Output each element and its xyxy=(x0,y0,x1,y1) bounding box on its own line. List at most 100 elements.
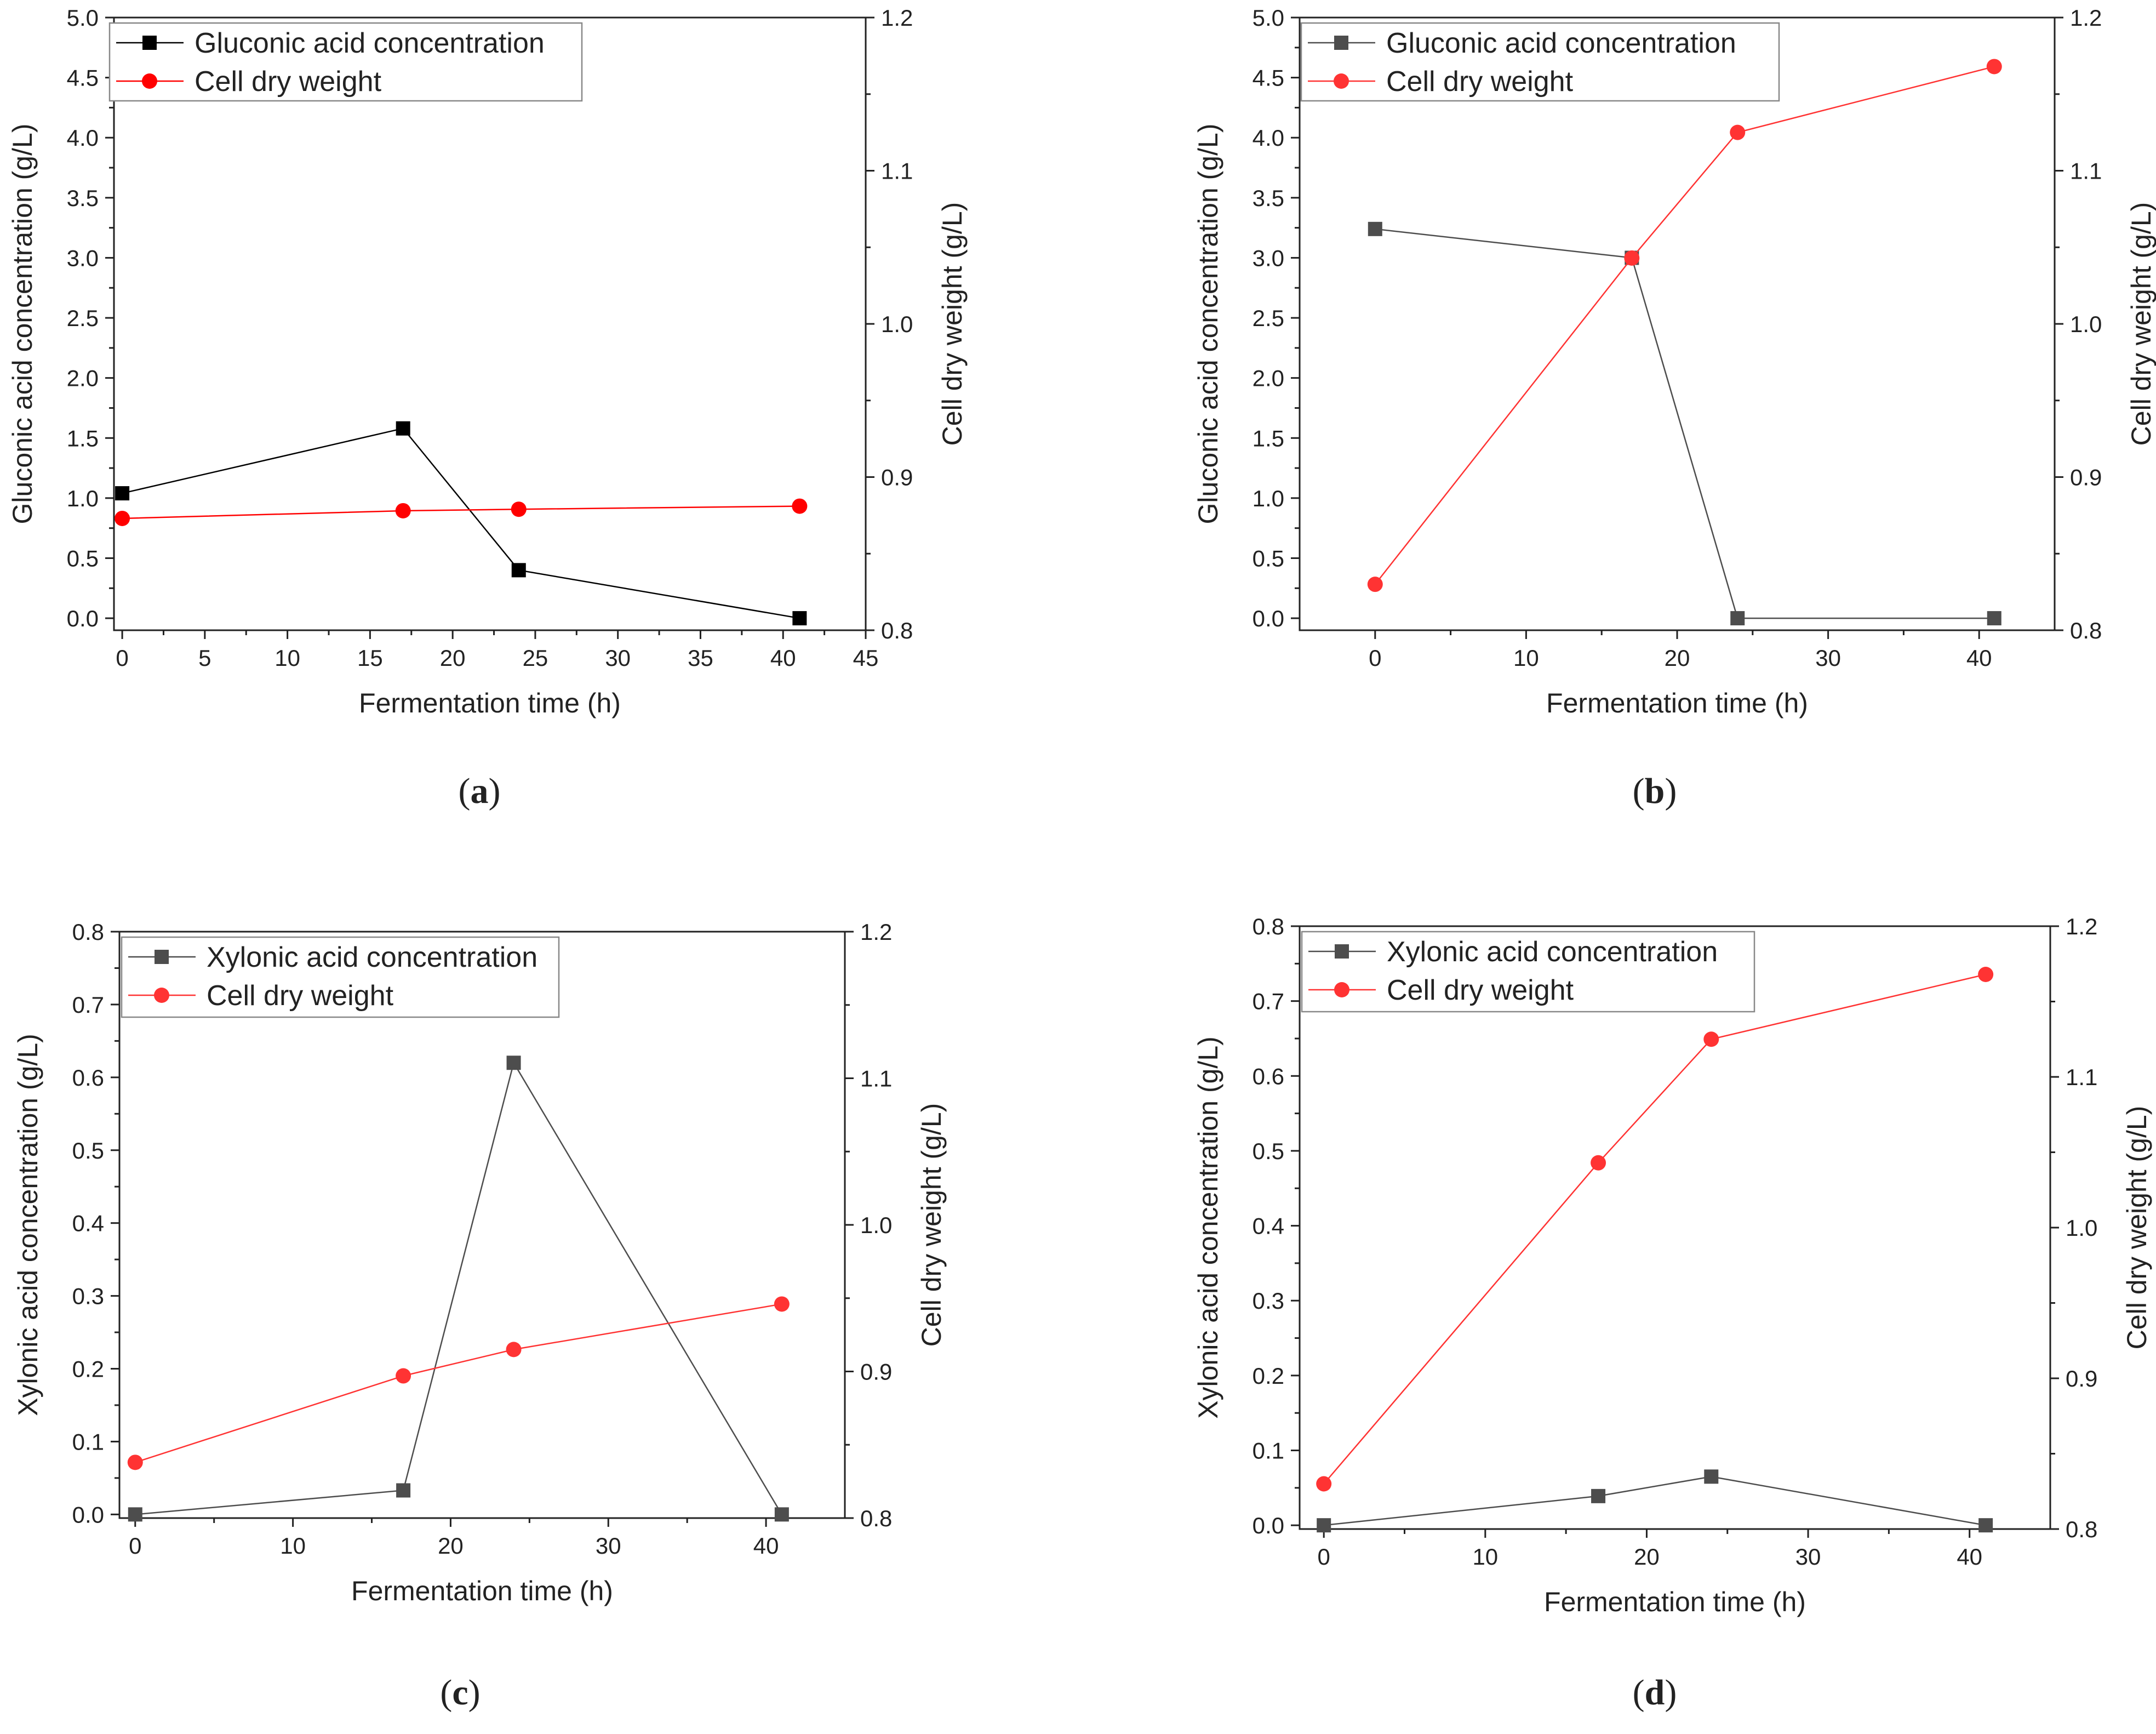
x-tick-label: 40 xyxy=(1957,1544,1982,1570)
y-left-tick-label: 0.6 xyxy=(72,1065,104,1091)
x-tick-label: 0 xyxy=(1369,645,1381,671)
y-left-tick-label: 0.0 xyxy=(67,606,99,631)
legend-box xyxy=(1301,931,1755,1013)
cell-dry-weight-series-point xyxy=(1591,1155,1606,1171)
y-left-tick-label: 0.3 xyxy=(72,1284,104,1309)
y-left-tick-label: 0.5 xyxy=(1253,545,1284,571)
legend-entry-label: Xylonic acid concentration xyxy=(1387,936,1718,968)
y-left-axis-title: Xylonic acid concentration (g/L) xyxy=(13,1034,43,1416)
cell-dry-weight-series-point xyxy=(395,503,411,518)
y-right-axis-title: Cell dry weight (g/L) xyxy=(2121,1106,2152,1350)
cell-dry-weight-series-point xyxy=(511,501,527,517)
legend-circle-marker xyxy=(1334,73,1349,89)
panel-label-d: (d) xyxy=(1633,1673,1677,1713)
legend-square-marker xyxy=(142,36,157,50)
y-left-tick-label: 4.0 xyxy=(1253,125,1284,151)
panel-label-a: (a) xyxy=(459,771,501,811)
y-left-tick-label: 1.5 xyxy=(67,425,99,451)
panel-c: 0 10 20 30 40 0.0 0.1 0.2 0.3 0.4 0.5 0.6 0.7 0.8 0.8 0… xyxy=(13,919,947,1606)
y-left-tick-label: 4.0 xyxy=(67,125,99,151)
x-tick-label: 40 xyxy=(770,645,796,671)
panel-label-close: ) xyxy=(1665,771,1677,811)
y-left-tick-label: 0.5 xyxy=(67,545,99,571)
y-left-tick-label: 3.5 xyxy=(67,185,99,211)
x-tick-label: 0 xyxy=(1318,1544,1330,1570)
y-left-axis-title: Gluconic acid concentration (g/L) xyxy=(1193,124,1223,524)
y-left-tick-label: 4.5 xyxy=(1253,65,1284,91)
cell-dry-weight-series-point xyxy=(1703,1031,1719,1047)
legend-entry-label: Cell dry weight xyxy=(207,980,394,1012)
y-left-tick-label: 0.6 xyxy=(1253,1063,1284,1089)
y-right-tick-label: 1.1 xyxy=(860,1066,892,1092)
cell-dry-weight-series-point xyxy=(1986,59,2002,75)
y-left-tick-label: 0.1 xyxy=(1253,1438,1284,1464)
y-right-tick-label: 1.0 xyxy=(860,1212,892,1238)
y-left-tick-label: 3.0 xyxy=(1253,245,1284,271)
cell-dry-weight-series-point xyxy=(1316,1476,1332,1492)
acid-series-line xyxy=(122,427,800,619)
y-right-tick-label: 0.8 xyxy=(2070,618,2102,643)
x-tick-label: 25 xyxy=(523,645,548,671)
panel-label-letter: d xyxy=(1645,1673,1665,1713)
x-tick-label: 10 xyxy=(274,645,300,671)
legend-circle-marker xyxy=(154,988,169,1003)
panel-label-open: ( xyxy=(1633,1673,1645,1713)
acid-series-point xyxy=(792,611,807,626)
cell-dry-weight-series-line xyxy=(1374,66,1995,585)
legend: Xylonic acid concentration Cell dry weigh… xyxy=(121,936,560,1018)
panel-d: 0 10 20 30 40 0.0 0.1 0.2 0.3 0.4 0.5 0.6 0.7 0.8 0.8 0… xyxy=(1193,914,2152,1617)
x-tick-label: 30 xyxy=(1815,645,1841,671)
y-right-tick-label: 0.9 xyxy=(2066,1366,2097,1391)
y-left-tick-label: 1.5 xyxy=(1253,425,1284,451)
acid-series-line xyxy=(1375,228,1994,619)
cell-dry-weight-series-point xyxy=(1624,250,1640,266)
x-tick-label: 35 xyxy=(688,645,713,671)
y-left-tick-label: 0.2 xyxy=(72,1356,104,1382)
x-tick-label: 15 xyxy=(357,645,383,671)
cell-dry-weight-series-point xyxy=(396,1368,411,1384)
x-tick-label: 20 xyxy=(1634,1544,1660,1570)
plot-frame xyxy=(1299,925,2051,1530)
cell-dry-weight-series-point xyxy=(115,510,130,526)
y-left-tick-label: 0.5 xyxy=(1253,1138,1284,1164)
x-tick-label: 30 xyxy=(596,1533,621,1559)
legend-circle-marker xyxy=(1334,982,1349,997)
y-right-tick-label: 0.8 xyxy=(860,1505,892,1531)
acid-series-point xyxy=(396,1483,411,1498)
legend-box xyxy=(121,936,560,1018)
y-right-tick-label: 0.8 xyxy=(2066,1516,2097,1542)
legend-box xyxy=(108,22,583,102)
y-left-axis-title: Xylonic acid concentration (g/L) xyxy=(1193,1036,1223,1419)
acid-series-point xyxy=(1368,221,1382,236)
y-right-tick-label: 0.9 xyxy=(2070,465,2102,490)
y-left-tick-label: 3.0 xyxy=(67,245,99,271)
x-tick-label: 30 xyxy=(1795,1544,1821,1570)
y-right-tick-label: 1.1 xyxy=(881,158,913,184)
y-right-tick-label: 1.0 xyxy=(2070,311,2102,337)
panel-label-letter: c xyxy=(452,1673,468,1713)
y-left-tick-label: 2.5 xyxy=(67,305,99,331)
y-left-tick-label: 1.0 xyxy=(1253,486,1284,511)
x-axis-title: Fermentation time (h) xyxy=(1546,688,1808,718)
y-left-tick-label: 1.0 xyxy=(67,486,99,511)
x-tick-label: 10 xyxy=(280,1533,306,1559)
y-left-tick-label: 2.5 xyxy=(1253,305,1284,331)
y-right-tick-label: 1.1 xyxy=(2070,158,2102,184)
legend: Gluconic acid concentration Cell dry weig… xyxy=(108,22,583,102)
y-left-tick-label: 2.0 xyxy=(1253,366,1284,391)
legend-square-marker xyxy=(155,950,169,964)
acid-series-point xyxy=(774,1507,789,1522)
y-right-tick-label: 1.2 xyxy=(2066,914,2097,939)
acid-series-line xyxy=(1324,1476,1986,1526)
panel-label-letter: a xyxy=(471,771,489,811)
y-left-tick-label: 2.0 xyxy=(67,366,99,391)
x-tick-label: 40 xyxy=(1966,645,1992,671)
legend-circle-marker xyxy=(142,73,157,89)
cell-dry-weight-series-point xyxy=(506,1342,522,1357)
legend-entry-label: Cell dry weight xyxy=(1387,974,1574,1006)
acid-series-point xyxy=(511,563,526,578)
y-right-axis-title: Cell dry weight (g/L) xyxy=(916,1103,947,1347)
cell-dry-weight-series-point xyxy=(1367,577,1383,592)
cell-dry-weight-series-line xyxy=(135,1303,782,1463)
